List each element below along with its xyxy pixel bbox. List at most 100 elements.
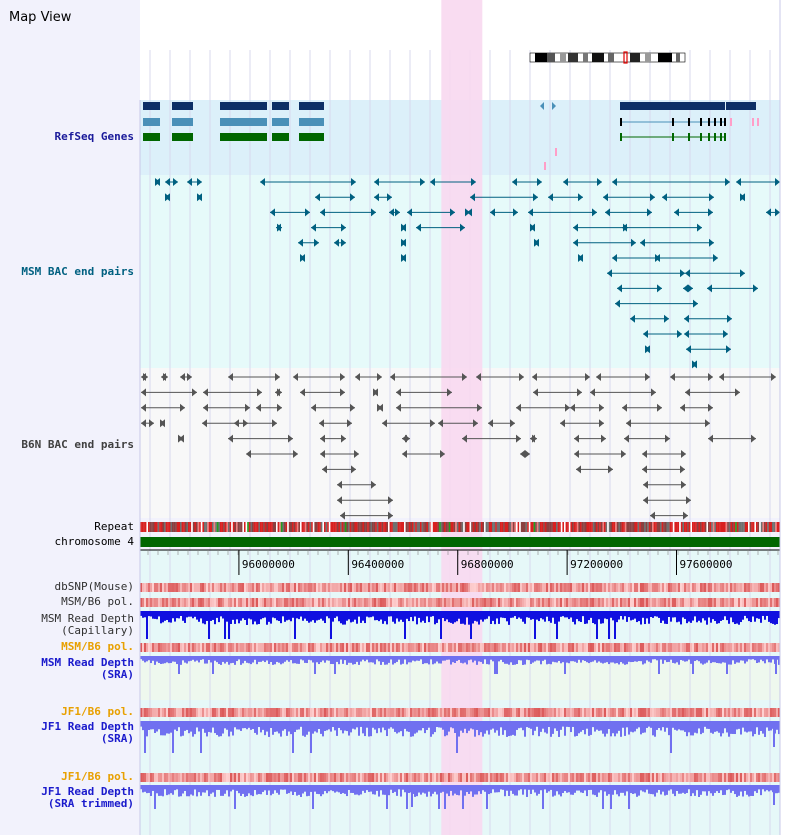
track-label-jf1-depth[interactable]: JF1 Read Depth (SRA)	[41, 721, 134, 745]
polymorphism-bin	[504, 708, 506, 717]
polymorphism-bin	[636, 773, 638, 782]
polymorphism-bin	[170, 583, 172, 592]
polymorphism-bin	[484, 773, 486, 782]
polymorphism-bin	[428, 643, 430, 652]
read-depth-bar	[432, 656, 434, 665]
repeat-element	[152, 522, 155, 532]
repeat-element	[692, 522, 694, 532]
polymorphism-bin	[560, 598, 562, 607]
polymorphism-bin	[578, 773, 580, 782]
polymorphism-bin	[242, 773, 244, 782]
read-depth-bar	[504, 785, 506, 797]
polymorphism-bin	[322, 708, 324, 717]
polymorphism-bin	[448, 643, 450, 652]
read-depth-bar	[560, 785, 562, 797]
polymorphism-bin	[674, 773, 676, 782]
repeat-element	[621, 522, 624, 532]
polymorphism-bin	[458, 708, 460, 717]
polymorphism-bin	[308, 708, 310, 717]
read-depth-bar	[400, 721, 402, 732]
repeat-element	[368, 522, 371, 532]
read-depth-bar	[258, 611, 260, 625]
track-label-msm-pol-sra[interactable]: MSM/B6 pol.	[61, 641, 134, 653]
track-label-msm-depth-cap[interactable]: MSM Read Depth (Capillary)	[41, 613, 134, 637]
read-depth-bar	[314, 611, 316, 623]
polymorphism-bin	[592, 583, 594, 592]
polymorphism-bin	[424, 773, 426, 782]
b6n-bac-end	[179, 434, 184, 443]
b6n-bac-end	[354, 450, 359, 458]
read-depth-bar	[174, 721, 176, 730]
read-depth-bar	[388, 721, 390, 729]
track-label-line: JF1/B6 pol.	[61, 770, 134, 783]
polymorphism-bin	[314, 598, 316, 607]
track-label-msm-pol[interactable]: MSM/B6 pol.	[61, 596, 134, 608]
read-depth-bar	[202, 785, 204, 793]
b6n-bac-end	[520, 450, 525, 458]
track-label-refseq[interactable]: RefSeq Genes	[55, 131, 134, 143]
repeat-element	[656, 522, 659, 532]
read-depth-bar	[758, 785, 760, 790]
polymorphism-bin	[552, 708, 554, 717]
read-depth-bar	[654, 611, 656, 617]
read-depth-bar	[494, 721, 496, 733]
read-depth-bar	[760, 611, 762, 623]
read-depth-bar	[486, 721, 488, 731]
read-depth-bar	[350, 656, 352, 663]
repeat-element	[343, 522, 345, 532]
b6n-bac-end	[670, 373, 675, 381]
polymorphism-bin	[592, 708, 594, 717]
read-depth-bar	[720, 721, 722, 737]
polymorphism-bin	[230, 598, 232, 607]
polymorphism-bin	[576, 583, 578, 592]
read-depth-bar	[714, 656, 716, 663]
polymorphism-bin	[344, 773, 346, 782]
track-label-b6n-bac[interactable]: B6N BAC end pairs	[21, 439, 134, 451]
polymorphism-bin	[686, 598, 688, 607]
track-label-msm-depth-sra[interactable]: MSM Read Depth (SRA)	[41, 657, 134, 681]
read-depth-bar	[306, 721, 308, 735]
polymorphism-bin	[572, 643, 574, 652]
read-depth-bar	[646, 611, 648, 619]
polymorphism-bin	[182, 583, 184, 592]
polymorphism-bin	[612, 583, 614, 592]
polymorphism-bin	[246, 643, 248, 652]
track-label-chrom[interactable]: chromosome 4	[55, 536, 134, 548]
repeat-element	[576, 522, 579, 532]
track-label-msm-bac[interactable]: MSM BAC end pairs	[21, 266, 134, 278]
track-label-jf1-depth-trim[interactable]: JF1 Read Depth (SRA trimmed)	[41, 786, 134, 810]
track-label-dbsnp[interactable]: dbSNP(Mouse)	[55, 581, 134, 593]
polymorphism-bin	[280, 708, 282, 717]
polymorphism-bin	[692, 583, 694, 592]
polymorphism-bin	[432, 643, 434, 652]
track-label-repeat[interactable]: Repeat	[94, 521, 134, 533]
read-depth-bar	[586, 785, 588, 797]
track-label-jf1-pol[interactable]: JF1/B6 pol.	[61, 706, 134, 718]
track-label-jf1-pol-trim[interactable]: JF1/B6 pol.	[61, 771, 134, 783]
read-depth-bar	[412, 611, 414, 622]
polymorphism-bin	[366, 583, 368, 592]
read-depth-bar	[686, 721, 688, 737]
read-depth-bar	[568, 785, 570, 793]
refseq-exon	[708, 133, 710, 141]
polymorphism-bin	[724, 773, 726, 782]
polymorphism-bin	[150, 773, 152, 782]
msm-bac-end	[607, 269, 612, 278]
read-depth-bar	[200, 721, 202, 753]
b6n-bac-end	[277, 403, 282, 412]
polymorphism-bin	[476, 773, 478, 782]
polymorphism-bin	[730, 643, 732, 652]
read-depth-bar	[620, 656, 622, 663]
polymorphism-bin	[174, 773, 176, 782]
repeat-element	[346, 522, 349, 532]
read-depth-bar	[260, 721, 262, 733]
polymorphism-bin	[196, 708, 198, 717]
read-depth-bar	[384, 611, 386, 622]
polymorphism-bin	[266, 583, 268, 592]
read-depth-bar	[448, 656, 450, 660]
msm-bac-end	[534, 238, 539, 247]
polymorphism-bin	[334, 598, 336, 607]
read-depth-bar	[550, 656, 552, 665]
read-depth-bar	[728, 721, 730, 737]
polymorphism-bin	[588, 773, 590, 782]
